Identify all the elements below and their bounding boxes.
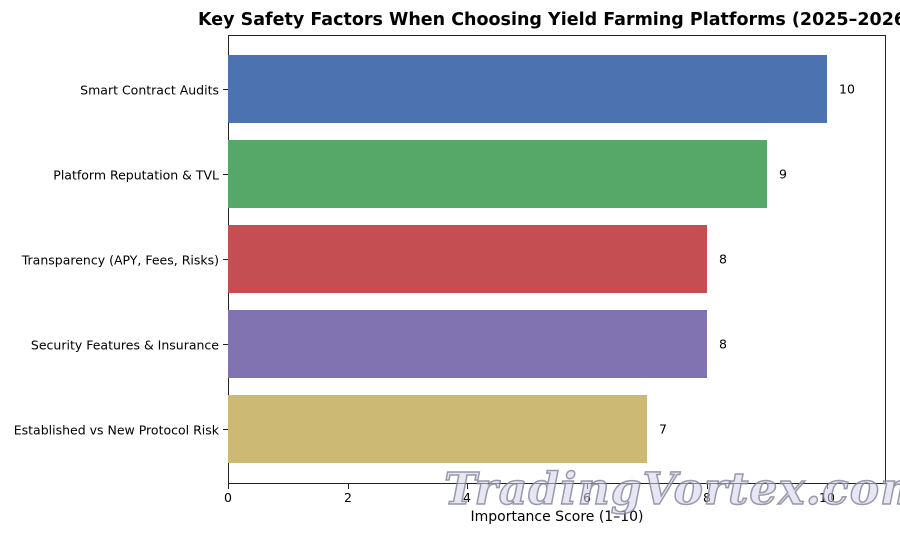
y-tick xyxy=(223,259,228,260)
x-tick-label: 10 xyxy=(819,490,835,505)
x-tick xyxy=(348,484,349,489)
bar-transparency xyxy=(228,225,707,293)
bar-platform-reputation xyxy=(228,140,767,208)
x-tick xyxy=(587,484,588,489)
watermark: TradingVortex.com xyxy=(443,463,900,516)
x-tick-label: 0 xyxy=(224,490,232,505)
x-tick-label: 6 xyxy=(583,490,591,505)
value-label: 10 xyxy=(839,81,855,97)
y-tick-label: Security Features & Insurance xyxy=(30,337,219,353)
x-tick xyxy=(228,484,229,489)
x-tick-label: 4 xyxy=(463,490,471,505)
bar-established-vs-new xyxy=(228,395,647,463)
chart-title: Key Safety Factors When Choosing Yield F… xyxy=(198,10,900,30)
x-axis-title: Importance Score (1–10) xyxy=(470,509,644,525)
y-tick xyxy=(223,89,228,90)
x-tick xyxy=(467,484,468,489)
value-label: 8 xyxy=(719,251,727,267)
y-tick xyxy=(223,174,228,175)
bar-smart-contract-audits xyxy=(228,55,827,123)
x-tick xyxy=(707,484,708,489)
x-tick xyxy=(827,484,828,489)
y-tick-label: Smart Contract Audits xyxy=(80,82,219,98)
y-tick-label: Transparency (APY, Fees, Risks) xyxy=(21,252,219,268)
y-tick xyxy=(223,344,228,345)
value-label: 8 xyxy=(719,336,727,352)
y-tick-label: Platform Reputation & TVL xyxy=(53,167,219,183)
x-tick-label: 8 xyxy=(703,490,711,505)
y-tick-label: Established vs New Protocol Risk xyxy=(13,422,219,438)
value-label: 7 xyxy=(659,421,667,437)
bar-security-features xyxy=(228,310,707,378)
y-tick xyxy=(223,429,228,430)
x-tick-label: 2 xyxy=(344,490,352,505)
value-label: 9 xyxy=(779,166,787,182)
